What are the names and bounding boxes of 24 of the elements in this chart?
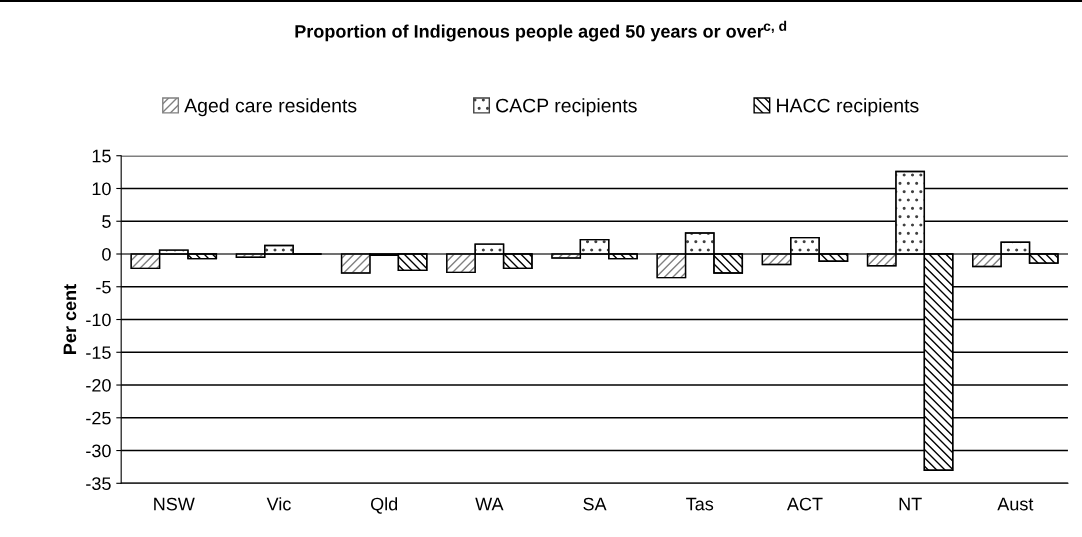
y-tick-label: 10 <box>92 182 111 196</box>
y-tick-label: 0 <box>102 247 111 261</box>
x-tick-label: WA <box>475 497 504 511</box>
x-tick-label: Qld <box>370 497 398 514</box>
legend-label: Aged care residents <box>184 98 357 117</box>
y-tick-label: -10 <box>86 313 111 327</box>
x-tick-label: ACT <box>786 497 823 511</box>
y-tick-label: -30 <box>86 444 111 458</box>
y-tick-label: -5 <box>96 280 111 294</box>
x-tick-label: Aust <box>997 497 1034 511</box>
x-tick-label: NSW <box>154 497 195 511</box>
y-tick-label: -25 <box>86 411 111 425</box>
x-tick-label: NT <box>899 497 922 511</box>
y-tick-label: -15 <box>86 346 111 359</box>
x-tick-label: Vic <box>266 497 291 511</box>
y-axis-title: Per cent <box>63 284 77 354</box>
x-tick-label: SA <box>583 497 607 511</box>
y-tick-label: -35 <box>86 477 111 491</box>
y-tick-label: 15 <box>92 149 111 163</box>
y-tick-label: -20 <box>86 378 111 392</box>
legend-label: CACP recipients <box>496 98 637 117</box>
y-tick-label: 5 <box>102 215 111 228</box>
x-tick-label: Tas <box>686 497 714 511</box>
legend-label: HACC recipients <box>777 98 919 117</box>
